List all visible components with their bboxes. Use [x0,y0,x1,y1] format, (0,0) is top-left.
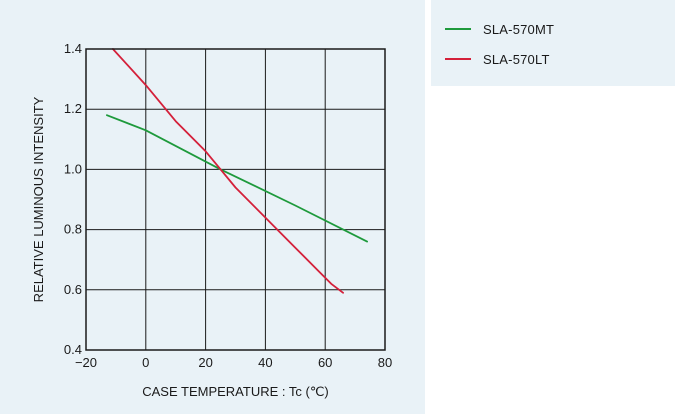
legend-item-1: SLA-570LT [445,49,550,69]
series-lines [106,48,368,294]
grid-lines [86,49,385,350]
legend-label-0: SLA-570MT [483,21,555,37]
x-tick-label: 80 [378,355,392,370]
legend: SLA-570MT SLA-570LT [431,0,675,86]
y-tick-label: 0.8 [64,222,82,237]
legend-swatch-1 [445,58,471,60]
y-axis-label: RELATIVE LUMINOUS INTENSITY [31,96,46,302]
legend-swatch-0 [445,28,471,30]
y-tick-label: 1.0 [64,161,82,176]
tick-labels: −20 0 20 40 60 80 0.4 0.6 0.8 1.0 1.2 1.4 [64,41,392,370]
x-tick-label: 0 [142,355,149,370]
x-tick-label: −20 [75,355,97,370]
y-tick-label: 1.4 [64,41,82,56]
y-tick-label: 1.2 [64,101,82,116]
legend-label-1: SLA-570LT [483,51,550,67]
plot-frame [85,48,386,351]
series-line-1 [112,48,344,294]
y-tick-label: 0.6 [64,282,82,297]
x-tick-label: 40 [258,355,272,370]
x-axis-label: CASE TEMPERATURE : Tc (℃) [142,384,329,399]
x-tick-label: 60 [318,355,332,370]
legend-item-0: SLA-570MT [445,19,554,39]
x-tick-label: 20 [198,355,212,370]
y-tick-label: 0.4 [64,342,82,357]
chart-panel: −20 0 20 40 60 80 0.4 0.6 0.8 1.0 1.2 1.4 CASE TEMP… [0,0,425,414]
luminous-intensity-chart: −20 0 20 40 60 80 0.4 0.6 0.8 1.0 1.2 1.4 CASE TEMP… [31,41,392,399]
